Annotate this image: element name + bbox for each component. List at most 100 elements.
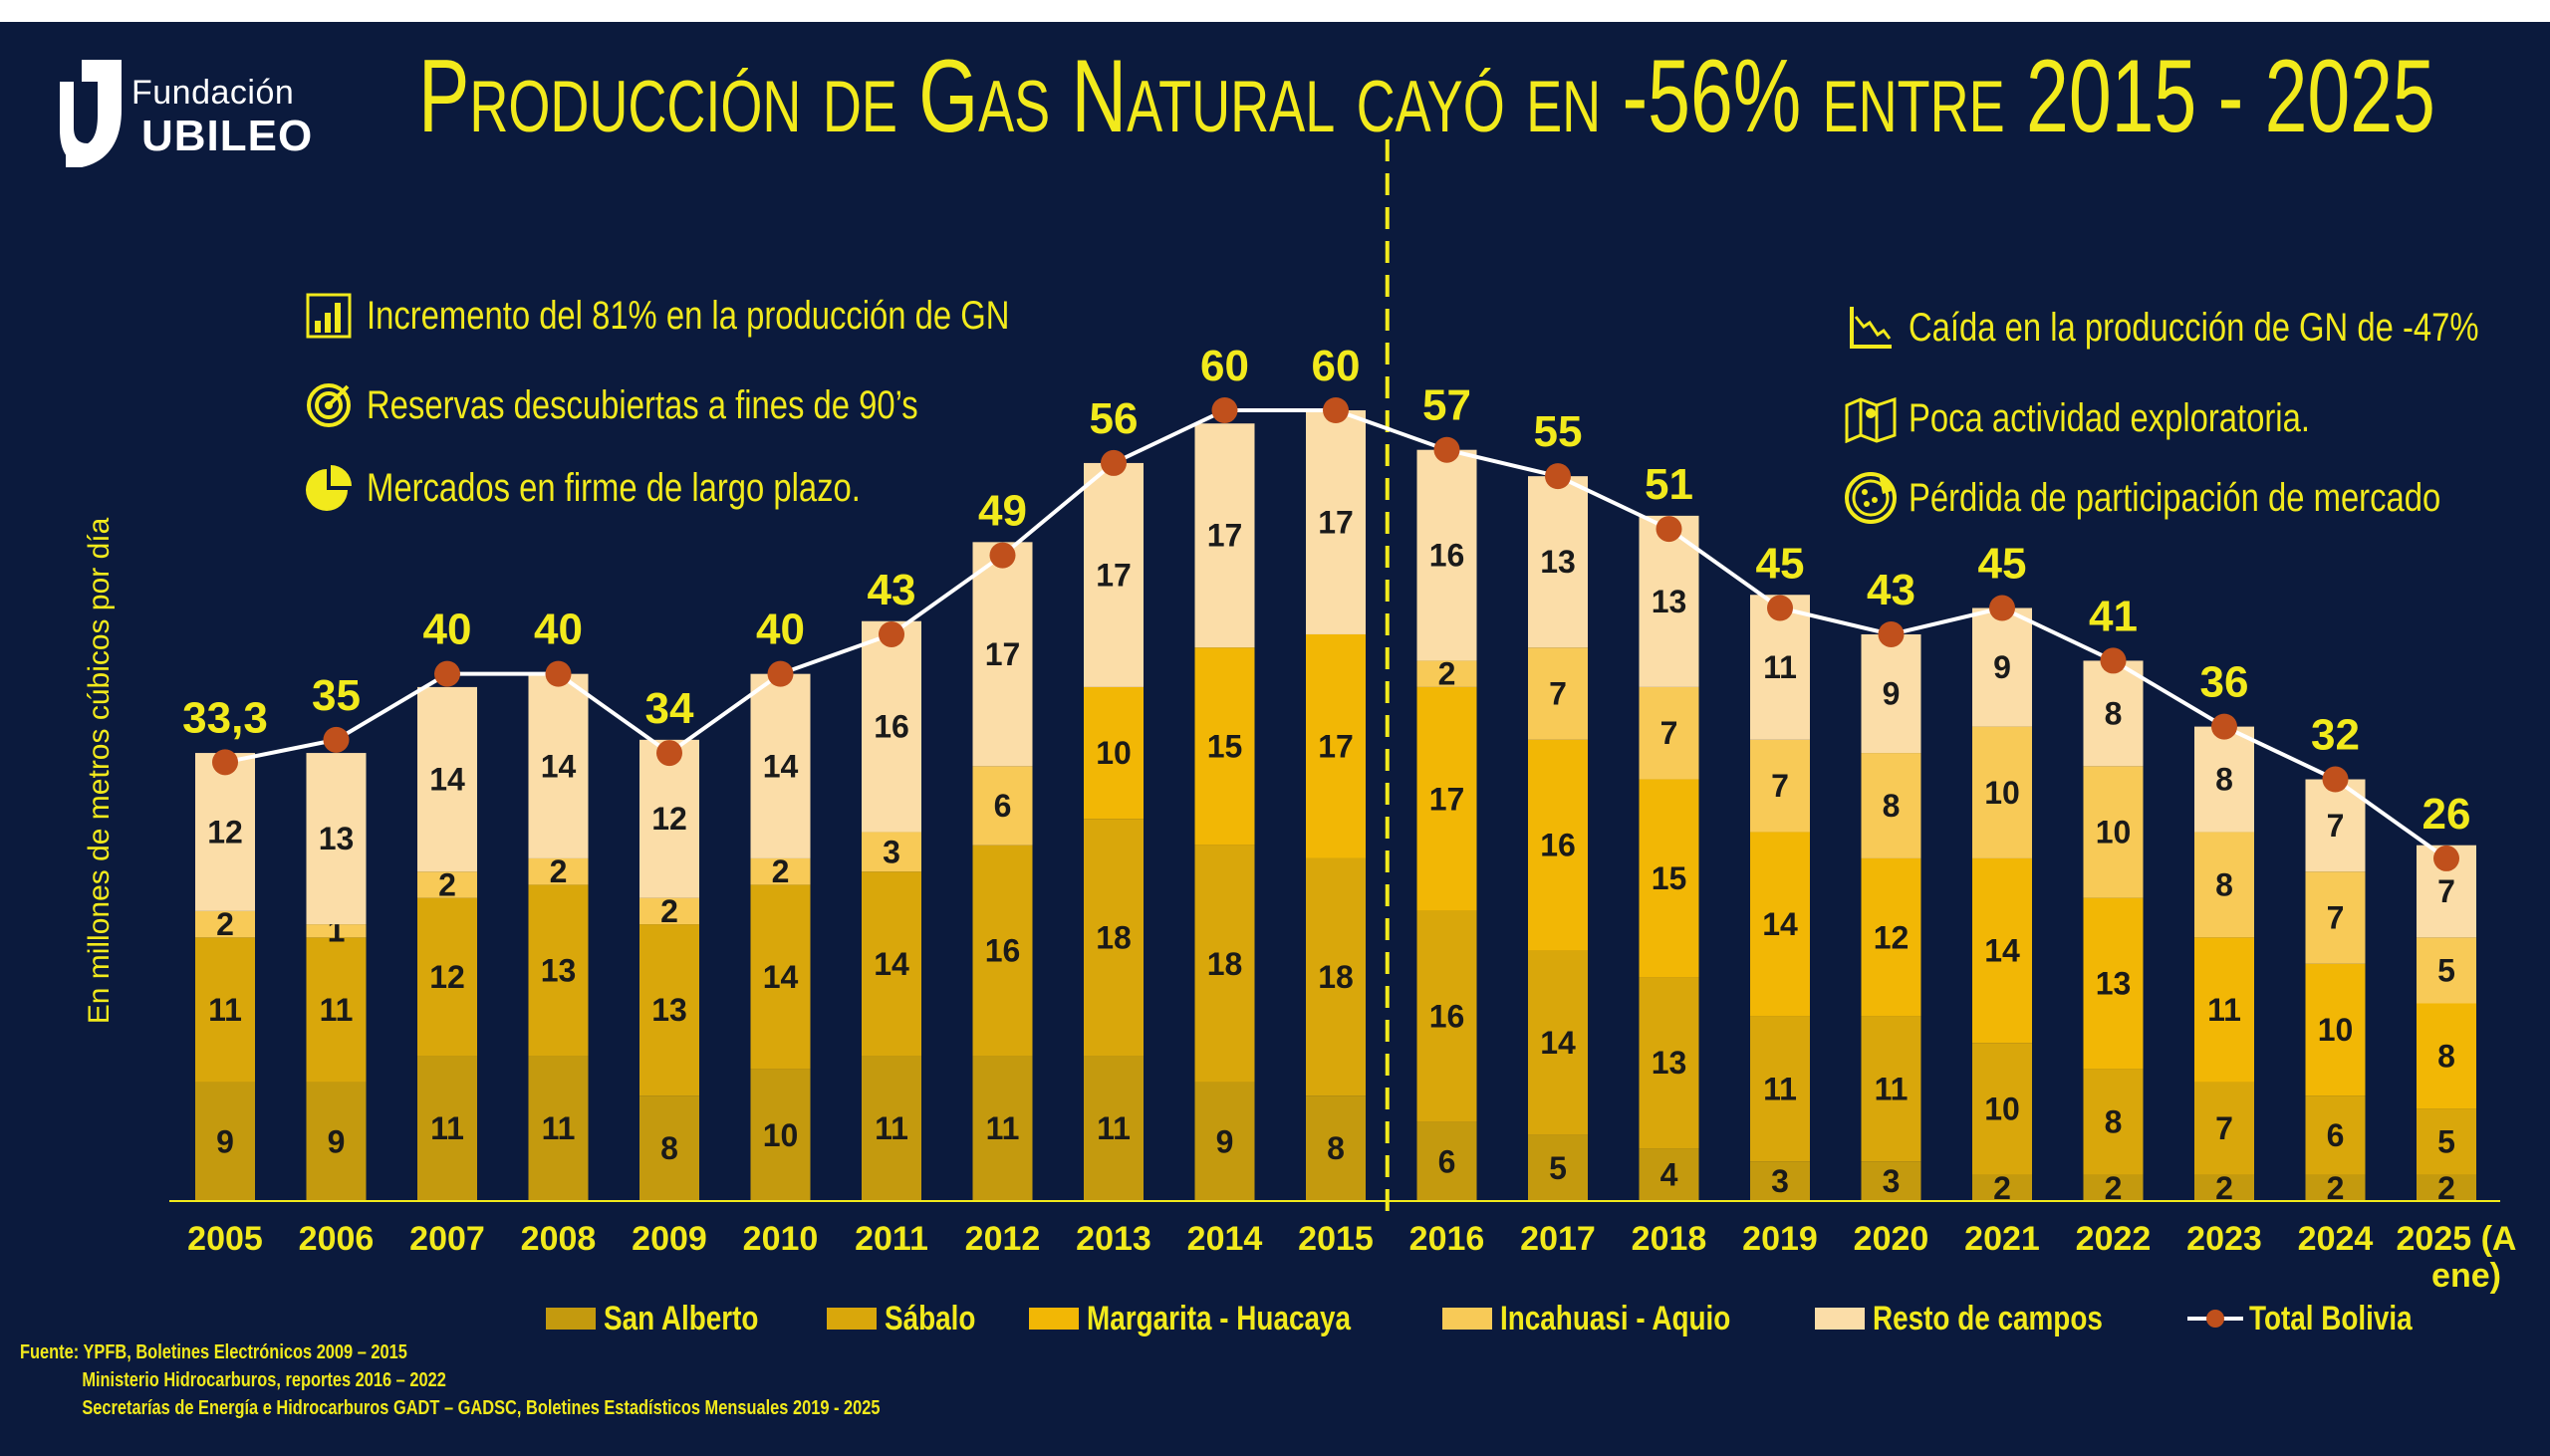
bar-segment bbox=[1084, 1056, 1144, 1201]
legend-swatch bbox=[1442, 1308, 1493, 1330]
segment-label: 4 bbox=[1660, 1157, 1678, 1193]
bar-segment bbox=[1416, 1121, 1477, 1201]
segment-label: 11 bbox=[430, 1110, 464, 1146]
bar-segment bbox=[1416, 660, 1477, 687]
segment-label: 9 bbox=[1993, 649, 2011, 685]
bar-segment bbox=[862, 832, 921, 872]
x-tick-label: 2022 bbox=[2076, 1220, 2152, 1258]
annotation-right-3: Pérdida de participación de mercado bbox=[1843, 472, 2550, 524]
total-marker bbox=[1545, 463, 1571, 490]
segment-label: 2 bbox=[1438, 656, 1456, 692]
annotation-left-1-text: Incremento del 81% en la producción de G… bbox=[367, 293, 1010, 338]
total-marker bbox=[1767, 595, 1793, 621]
segment-label: 2 bbox=[2437, 1170, 2455, 1206]
segment-label: 12 bbox=[1874, 919, 1910, 955]
segment-label: 8 bbox=[2437, 1038, 2455, 1074]
legend-label: Margarita - Huacaya bbox=[1087, 1299, 1352, 1337]
segment-label: 13 bbox=[2096, 966, 2132, 1002]
segment-label: 2 bbox=[438, 866, 456, 902]
segment-label: 11 bbox=[1763, 1072, 1797, 1107]
x-tick-label: 2006 bbox=[299, 1220, 375, 1258]
segment-label: 10 bbox=[1984, 775, 2020, 811]
legend-label: Incahuasi - Aquio bbox=[1500, 1299, 1731, 1337]
bar-segment bbox=[1306, 410, 1366, 634]
bar-segment bbox=[195, 753, 255, 911]
total-marker bbox=[2322, 766, 2349, 793]
legend-item-margarita: Margarita - Huacaya bbox=[1029, 1300, 1408, 1338]
total-value-label: 34 bbox=[645, 684, 694, 733]
segment-label: 11 bbox=[1875, 1072, 1909, 1107]
legend-item-resto: Resto de campos bbox=[1815, 1300, 2154, 1338]
segment-label: 18 bbox=[1096, 919, 1132, 955]
bar-segment bbox=[1861, 1016, 1921, 1162]
segment-label: 9 bbox=[1883, 676, 1901, 712]
bar-segment bbox=[528, 857, 589, 885]
segment-label: 14 bbox=[1762, 906, 1798, 942]
x-tick-label: 2008 bbox=[521, 1220, 597, 1258]
segment-label: 7 bbox=[2327, 808, 2345, 844]
total-marker bbox=[2433, 845, 2459, 871]
segment-label: 3 bbox=[1771, 1163, 1789, 1199]
bar-segment bbox=[1416, 686, 1477, 911]
bar-segment bbox=[972, 542, 1033, 767]
total-value-label: 41 bbox=[2089, 592, 2138, 640]
bar-segment bbox=[1194, 845, 1255, 1083]
total-value-label: 40 bbox=[756, 606, 805, 654]
bar-segment bbox=[2083, 660, 2144, 767]
legend-label: Sábalo bbox=[884, 1299, 975, 1337]
x-tick-label: 2019 bbox=[1742, 1220, 1818, 1258]
bar-segment bbox=[1194, 1082, 1255, 1201]
pie-chart-icon bbox=[301, 463, 357, 513]
x-tick-label: 2011 bbox=[855, 1220, 928, 1258]
x-tick-label: 2013 bbox=[1076, 1220, 1151, 1258]
bar-segment bbox=[2417, 1174, 2476, 1201]
x-tick-label: 2025 (A bbox=[2397, 1220, 2517, 1258]
fundacion-jubileo-logo: Fundación UBILEO bbox=[52, 52, 321, 171]
bar-segment bbox=[639, 1095, 699, 1201]
legend-item-sabalo: Sábalo bbox=[826, 1299, 995, 1338]
segment-label: 14 bbox=[1984, 933, 2020, 969]
segment-label: 11 bbox=[320, 992, 354, 1028]
segment-label: 5 bbox=[1549, 1150, 1567, 1186]
bar-segment bbox=[1084, 686, 1144, 820]
bar-segment bbox=[1972, 726, 2032, 858]
bar-segment bbox=[639, 897, 699, 925]
segment-label: 2 bbox=[2215, 1170, 2233, 1206]
bar-segment bbox=[1972, 857, 2032, 1044]
bar-segment bbox=[972, 1056, 1033, 1201]
bar-segment bbox=[972, 845, 1033, 1057]
bar-segment bbox=[1528, 739, 1588, 951]
x-tick-label: 2012 bbox=[965, 1220, 1041, 1258]
total-marker bbox=[879, 620, 904, 647]
segment-label: 13 bbox=[1540, 544, 1576, 580]
bar-segment bbox=[862, 1056, 921, 1201]
bar-segment bbox=[1972, 1174, 2032, 1201]
segment-label: 8 bbox=[2215, 762, 2233, 798]
annotation-right-1: Caída en la producción de GN de -47% bbox=[1843, 303, 2550, 353]
total-value-label: 51 bbox=[1645, 460, 1693, 509]
bar-segment bbox=[195, 1082, 255, 1201]
total-value-label: 57 bbox=[1422, 381, 1471, 430]
bar-segment bbox=[750, 857, 811, 885]
segment-label: 2 bbox=[1993, 1170, 2011, 1206]
legend-label: San Alberto bbox=[604, 1299, 759, 1337]
segment-label: 11 bbox=[2207, 992, 2241, 1028]
bar-segment bbox=[417, 686, 477, 872]
bar-segment bbox=[1639, 977, 1699, 1149]
bar-segment bbox=[639, 739, 699, 898]
bar-segment bbox=[2194, 1174, 2254, 1201]
segment-label: 18 bbox=[1318, 959, 1354, 995]
segment-label: 3 bbox=[1883, 1163, 1901, 1199]
total-value-label: 55 bbox=[1534, 407, 1583, 456]
segment-label: 17 bbox=[985, 636, 1021, 672]
segment-label: 17 bbox=[1207, 518, 1243, 554]
segment-label: 13 bbox=[319, 821, 355, 856]
x-tick-label: 2023 bbox=[2186, 1220, 2262, 1258]
legend-line-swatch bbox=[2186, 1310, 2243, 1328]
segment-label: 9 bbox=[1216, 1123, 1234, 1159]
segment-label: 13 bbox=[651, 992, 687, 1028]
x-tick-label: 2018 bbox=[1632, 1220, 1707, 1258]
segment-label: 10 bbox=[1096, 735, 1132, 771]
annotation-left-3-text: Mercados en firme de largo plazo. bbox=[367, 465, 861, 510]
x-tick-label: 2010 bbox=[743, 1220, 819, 1258]
